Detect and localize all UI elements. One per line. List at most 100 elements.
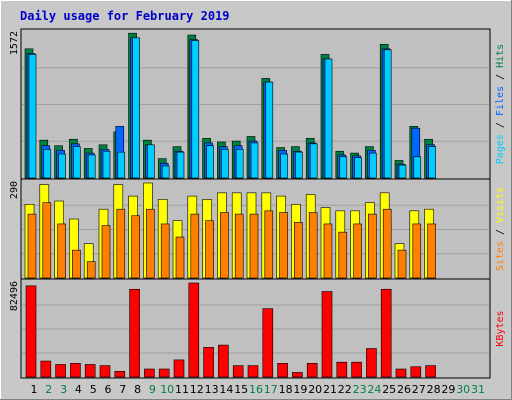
x-label-day: 11 xyxy=(175,383,189,396)
bar-kbytes-day-21 xyxy=(321,291,333,378)
bar-pages-day-19 xyxy=(295,151,303,179)
bar-pages-day-16 xyxy=(250,142,259,179)
bar-pages-day-1 xyxy=(28,54,37,179)
x-label-day: 14 xyxy=(219,383,233,396)
x-label-day: 23 xyxy=(353,383,367,396)
bar-pages-day-24 xyxy=(369,152,377,179)
bar-pages-day-7 xyxy=(117,151,126,179)
bar-kbytes-day-22 xyxy=(336,361,348,378)
bar-kbytes-day-5 xyxy=(84,364,96,378)
bar-kbytes-day-23 xyxy=(351,361,362,378)
legend-text: KBytes xyxy=(495,310,506,346)
bar-sites-day-9 xyxy=(146,208,155,279)
bar-pages-day-5 xyxy=(87,154,96,179)
bar-sites-day-7 xyxy=(116,208,126,279)
bar-sites-day-20 xyxy=(308,212,318,279)
x-label-day: 15 xyxy=(234,383,248,396)
bar-sites-day-1 xyxy=(27,213,37,279)
legend-item-pages: Pages xyxy=(495,134,506,164)
bar-pages-day-28 xyxy=(428,146,436,179)
legend-separator: / xyxy=(495,116,506,134)
panel-hits-files-pages: 1572 Pages / Files / Hits xyxy=(9,28,506,180)
x-label-day: 27 xyxy=(412,383,426,396)
bar-kbytes-day-8 xyxy=(129,288,140,378)
bar-kbytes-day-17 xyxy=(262,308,274,378)
bar-pages-day-23 xyxy=(354,157,362,179)
panel-kbytes: 82496 KBytes xyxy=(9,278,506,379)
x-label-day: 31 xyxy=(471,383,485,396)
bar-kbytes-day-15 xyxy=(232,365,244,378)
legend-item-kbytes: KBytes xyxy=(495,310,506,346)
bar-kbytes-day-19 xyxy=(292,372,303,378)
bar-pages-day-20 xyxy=(309,143,318,179)
bar-sites-day-6 xyxy=(101,225,111,279)
bar-kbytes-day-16 xyxy=(247,365,259,378)
bar-sites-day-15 xyxy=(234,213,244,279)
bar-pages-day-10 xyxy=(161,165,170,179)
bar-kbytes-day-27 xyxy=(410,366,422,378)
panel-visits-sites: 290 Sites / Visits xyxy=(9,178,506,280)
x-label-day: 25 xyxy=(382,383,396,396)
legend: Pages / Files / Hits xyxy=(495,44,506,164)
x-label-day: 29 xyxy=(441,383,455,396)
legend: Sites / Visits xyxy=(495,187,506,271)
y-max-label: 1572 xyxy=(9,31,20,55)
bar-sites-day-23 xyxy=(353,223,362,279)
bar-sites-day-3 xyxy=(57,223,66,279)
bar-pages-day-21 xyxy=(324,58,333,179)
bar-pages-day-25 xyxy=(383,49,392,179)
bar-pages-day-2 xyxy=(43,149,52,179)
bar-sites-day-25 xyxy=(382,208,392,279)
bar-sites-day-13 xyxy=(205,220,214,279)
x-label-day: 3 xyxy=(60,383,67,396)
x-label-day: 4 xyxy=(75,383,82,396)
x-label-day: 21 xyxy=(323,383,337,396)
bar-kbytes-day-18 xyxy=(277,363,288,378)
bar-kbytes-day-20 xyxy=(306,363,318,378)
x-label-day: 19 xyxy=(293,383,307,396)
bar-pages-day-17 xyxy=(265,81,274,179)
x-label-day: 12 xyxy=(190,383,204,396)
bar-kbytes-day-14 xyxy=(218,344,229,378)
bar-pages-day-14 xyxy=(221,149,229,179)
bar-sites-day-24 xyxy=(368,213,377,279)
x-label-day: 5 xyxy=(90,383,97,396)
bar-sites-day-19 xyxy=(294,222,303,279)
bar-kbytes-day-2 xyxy=(40,360,52,378)
x-label-day: 8 xyxy=(134,383,141,396)
x-label-day: 2 xyxy=(45,383,52,396)
bar-pages-day-8 xyxy=(132,37,140,179)
bar-kbytes-day-24 xyxy=(366,348,377,378)
bar-sites-day-26 xyxy=(397,249,407,279)
x-label-day: 9 xyxy=(149,383,156,396)
bar-pages-day-12 xyxy=(191,40,200,179)
x-label-day: 1 xyxy=(31,383,38,396)
bar-sites-day-8 xyxy=(131,215,140,279)
bar-sites-day-2 xyxy=(42,202,52,279)
bar-pages-day-11 xyxy=(176,151,185,179)
bar-pages-day-13 xyxy=(206,145,214,179)
bar-kbytes-day-10 xyxy=(158,368,170,378)
bar-pages-day-3 xyxy=(58,153,66,179)
bar-sites-day-11 xyxy=(175,236,185,279)
x-label-day: 26 xyxy=(397,383,411,396)
legend-item-sites: Sites xyxy=(495,241,506,271)
legend-text: Pages / Files / Hits xyxy=(495,44,506,164)
bar-kbytes-day-26 xyxy=(395,368,407,378)
bar-sites-day-5 xyxy=(86,261,96,279)
bar-sites-day-4 xyxy=(72,249,81,279)
bar-kbytes-day-13 xyxy=(203,347,214,378)
x-label-day: 16 xyxy=(249,383,263,396)
bar-sites-day-27 xyxy=(412,223,422,279)
bar-pages-day-4 xyxy=(73,146,81,179)
legend-separator: / xyxy=(495,68,506,86)
bar-pages-day-9 xyxy=(147,144,155,179)
bar-pages-day-27 xyxy=(413,156,422,179)
bar-kbytes-day-4 xyxy=(70,363,81,378)
bar-pages-day-6 xyxy=(102,150,111,179)
bar-sites-day-22 xyxy=(338,231,348,279)
bar-kbytes-day-12 xyxy=(188,282,200,378)
chart-title: Daily usage for February 2019 xyxy=(20,9,230,23)
